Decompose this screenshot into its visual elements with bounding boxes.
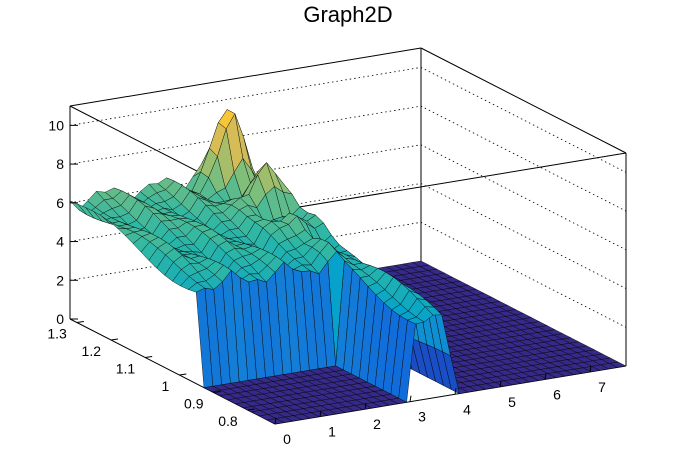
- x-tick-label: 0: [283, 431, 291, 447]
- x-tick-label: 6: [553, 386, 561, 402]
- x-tick-mark: [499, 380, 502, 387]
- x-tick-mark: [544, 373, 547, 380]
- y-tick-mark: [110, 338, 119, 341]
- surface-mesh: [69, 108, 627, 425]
- x-tick-label: 2: [373, 416, 381, 432]
- y-tick-mark: [213, 391, 221, 393]
- z-gridline: [69, 105, 627, 212]
- z-gridline: [69, 221, 627, 328]
- z-tick-label: 8: [56, 156, 64, 172]
- y-tick-mark: [76, 321, 84, 323]
- z-tick-label: 0: [56, 311, 64, 327]
- x-tick-mark: [274, 417, 277, 425]
- x-tick-label: 7: [598, 379, 606, 395]
- z-gridline: [69, 66, 627, 173]
- chart-title: Graph2D: [303, 2, 393, 27]
- x-tick-mark: [409, 395, 412, 402]
- y-tick-label: 1.3: [47, 326, 67, 342]
- y-tick-mark: [145, 356, 153, 358]
- x-tick-label: 3: [418, 409, 426, 425]
- z-tick-label: 4: [56, 234, 64, 250]
- x-tick-label: 5: [508, 394, 516, 410]
- x-tick-mark: [319, 410, 322, 417]
- z-tick-label: 10: [48, 117, 64, 133]
- y-tick-mark: [247, 408, 255, 411]
- x-tick-mark: [589, 365, 592, 373]
- frame-edge: [69, 47, 422, 107]
- y-tick-label: 0.8: [218, 413, 238, 429]
- z-gridline: [69, 183, 627, 289]
- z-gridline: [69, 144, 627, 251]
- y-tick-mark: [179, 373, 187, 376]
- z-tick-label: 2: [56, 272, 64, 288]
- y-tick-label: 1: [162, 378, 170, 394]
- x-tick-mark: [454, 388, 457, 395]
- x-tick-mark: [364, 403, 367, 410]
- y-tick-label: 1.2: [82, 343, 102, 359]
- z-tick-label: 6: [56, 195, 64, 211]
- x-tick-label: 1: [328, 424, 336, 440]
- frame-edge: [420, 47, 627, 154]
- frame-edge: [274, 152, 627, 212]
- x-tick-label: 4: [463, 401, 471, 417]
- y-tick-label: 1.1: [116, 361, 136, 377]
- y-tick-label: 0.9: [184, 396, 204, 412]
